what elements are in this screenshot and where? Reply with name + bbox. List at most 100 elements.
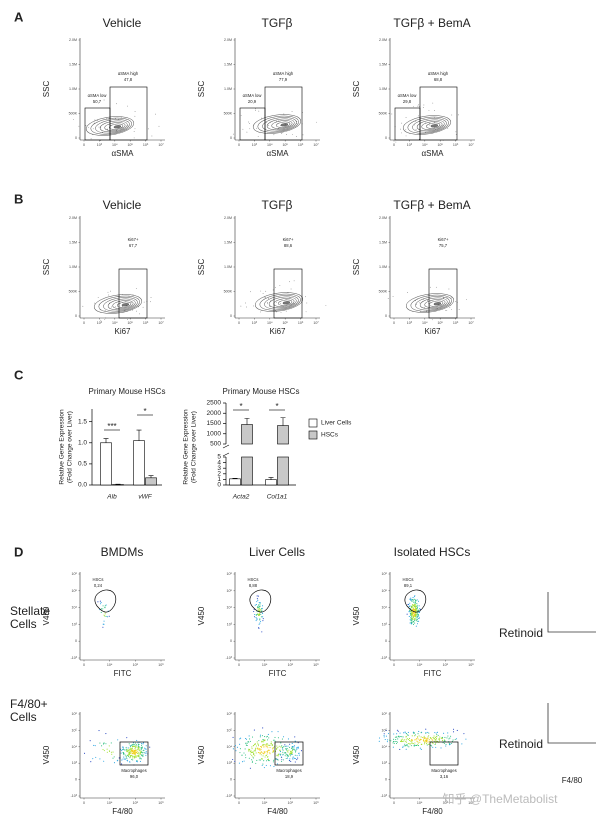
event [238, 762, 240, 764]
event [414, 599, 416, 601]
event [280, 753, 282, 755]
event [145, 750, 147, 752]
event [134, 753, 136, 755]
event [260, 290, 262, 292]
event [297, 757, 299, 759]
label: 47,8 [124, 77, 133, 82]
event [123, 749, 125, 751]
event [251, 746, 253, 748]
event [257, 608, 259, 610]
event [236, 746, 238, 748]
event [267, 302, 269, 303]
event [92, 134, 94, 135]
event [249, 749, 251, 751]
event [450, 735, 452, 737]
event [250, 291, 252, 293]
event [443, 739, 445, 741]
event [90, 138, 92, 140]
event [289, 760, 291, 762]
event [261, 764, 263, 766]
event [405, 748, 407, 750]
event [411, 615, 413, 617]
event [126, 756, 128, 758]
event [407, 745, 409, 747]
event [421, 736, 424, 739]
event [144, 747, 146, 749]
event [258, 613, 260, 615]
event [411, 735, 413, 737]
event [126, 759, 128, 761]
event [257, 595, 260, 597]
event [296, 749, 298, 751]
event [405, 741, 407, 743]
event [400, 128, 401, 130]
event [255, 762, 257, 764]
event [249, 740, 251, 742]
event [406, 734, 408, 736]
event [248, 735, 250, 737]
event [275, 293, 277, 295]
event [417, 600, 420, 602]
event [411, 742, 413, 744]
event [260, 613, 262, 615]
label: 0 [230, 778, 232, 782]
event [137, 742, 139, 744]
event [438, 304, 439, 306]
event [398, 736, 400, 738]
event [395, 738, 397, 741]
contour [252, 114, 302, 134]
event [297, 742, 299, 744]
contour [104, 122, 126, 131]
event [425, 738, 427, 740]
event [287, 755, 289, 757]
event [274, 736, 276, 739]
event [277, 128, 279, 129]
event [387, 739, 389, 741]
event [280, 746, 282, 748]
event [253, 752, 255, 755]
event [103, 760, 105, 762]
event [132, 759, 134, 761]
event [264, 736, 266, 738]
event [404, 745, 406, 747]
label: 10⁴ [107, 801, 113, 805]
label: 500K [69, 289, 78, 293]
event [426, 739, 428, 741]
label: αSMA [112, 149, 135, 158]
label: 10⁶ [227, 572, 233, 576]
event [292, 303, 294, 305]
event [291, 753, 293, 755]
label: 10³ [227, 761, 233, 765]
event [431, 745, 433, 747]
label: 18,9 [285, 774, 294, 779]
label: 0 [83, 321, 85, 325]
event [151, 135, 153, 137]
label: 10³ [252, 143, 258, 147]
event [408, 611, 410, 613]
event [136, 749, 138, 751]
event [405, 739, 407, 741]
event [422, 740, 425, 742]
event [410, 623, 413, 625]
event [105, 317, 107, 319]
event [387, 732, 390, 734]
label: HSCs [403, 577, 414, 582]
event [436, 731, 439, 733]
label: Ki67 [269, 327, 286, 336]
event [294, 751, 297, 753]
event [422, 298, 424, 300]
event [234, 745, 236, 747]
event [135, 288, 137, 290]
event [141, 747, 143, 749]
event [241, 754, 243, 756]
event [262, 755, 264, 757]
event [258, 759, 260, 761]
label: 10⁶ [453, 321, 459, 325]
event [297, 747, 299, 749]
event [266, 132, 268, 134]
contour [268, 296, 297, 309]
event [417, 742, 419, 744]
event [449, 737, 451, 739]
label: 10⁵ [72, 728, 78, 732]
legend-swatch [308, 430, 318, 440]
